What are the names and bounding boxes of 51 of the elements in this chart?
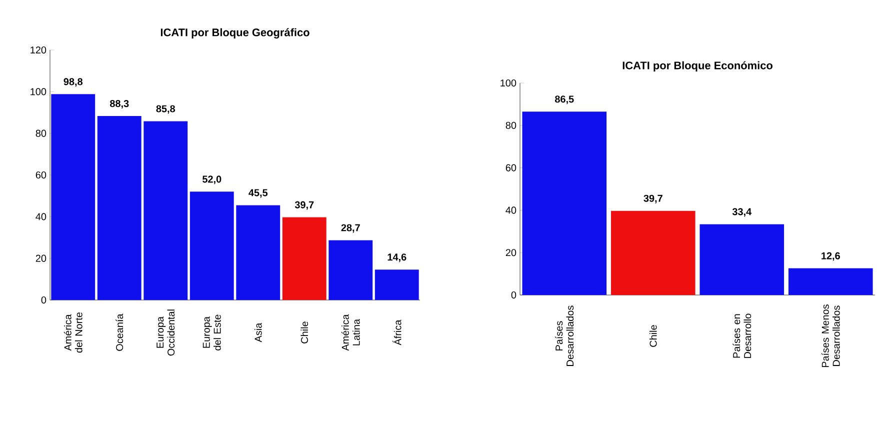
chart-title: ICATI por Bloque Económico bbox=[622, 61, 772, 72]
data-label: 52,0 bbox=[202, 176, 222, 184]
x-tick-label: Europa del Este bbox=[202, 314, 221, 350]
data-label: 12,6 bbox=[822, 252, 840, 261]
y-tick-label: 0 bbox=[41, 296, 46, 304]
y-tick-label: 20 bbox=[36, 254, 46, 262]
x-tick-label: África bbox=[392, 320, 402, 346]
data-label: 14,6 bbox=[388, 254, 406, 262]
data-label: 85,8 bbox=[156, 105, 176, 114]
x-tick-label: Europa Occidental bbox=[156, 310, 175, 356]
data-label: 86,5 bbox=[555, 96, 574, 104]
bar bbox=[144, 121, 188, 300]
y-tick-label: 40 bbox=[36, 213, 46, 220]
data-label: 33,4 bbox=[732, 208, 752, 217]
bar bbox=[700, 224, 784, 295]
x-tick-label: Países Desarrollados bbox=[555, 306, 574, 366]
bar bbox=[374, 270, 419, 300]
bar bbox=[788, 268, 873, 295]
x-tick-label: Países Menos Desarrollados bbox=[821, 304, 840, 368]
x-tick-label: América del Norte bbox=[64, 312, 82, 353]
bar bbox=[190, 192, 234, 300]
bar bbox=[236, 205, 280, 300]
x-tick-label: América Latina bbox=[341, 314, 360, 351]
y-tick-label: 40 bbox=[506, 206, 516, 214]
bar bbox=[522, 112, 607, 295]
x-tick-label: Oceanía bbox=[116, 314, 124, 351]
data-label: 28,7 bbox=[341, 224, 360, 233]
y-tick-label: 60 bbox=[506, 164, 516, 172]
x-tick-label: Países en Desarrollo bbox=[732, 314, 752, 358]
y-tick-label: 60 bbox=[36, 171, 46, 179]
data-label: 98,8 bbox=[64, 78, 83, 87]
x-tick-label: Chile bbox=[300, 322, 308, 344]
bar bbox=[328, 240, 373, 300]
data-label: 39,7 bbox=[644, 194, 662, 204]
bar bbox=[610, 210, 696, 295]
bar bbox=[51, 94, 96, 300]
y-tick-label: 80 bbox=[506, 122, 516, 129]
y-tick-label: 80 bbox=[36, 130, 46, 137]
y-tick-label: 100 bbox=[500, 79, 516, 87]
bar bbox=[282, 217, 326, 300]
x-tick-label: Chile bbox=[649, 325, 657, 347]
bar bbox=[97, 116, 142, 300]
data-label: 45,5 bbox=[248, 189, 268, 198]
data-label: 39,7 bbox=[294, 201, 314, 210]
y-tick-label: 0 bbox=[511, 291, 516, 299]
y-tick-label: 20 bbox=[506, 249, 516, 256]
y-tick-label: 120 bbox=[30, 46, 46, 54]
data-label: 88,3 bbox=[110, 100, 129, 109]
y-tick-label: 100 bbox=[30, 88, 46, 96]
chart-title: ICATI por Bloque Geográfico bbox=[160, 28, 310, 39]
x-tick-label: Asia bbox=[254, 322, 262, 342]
